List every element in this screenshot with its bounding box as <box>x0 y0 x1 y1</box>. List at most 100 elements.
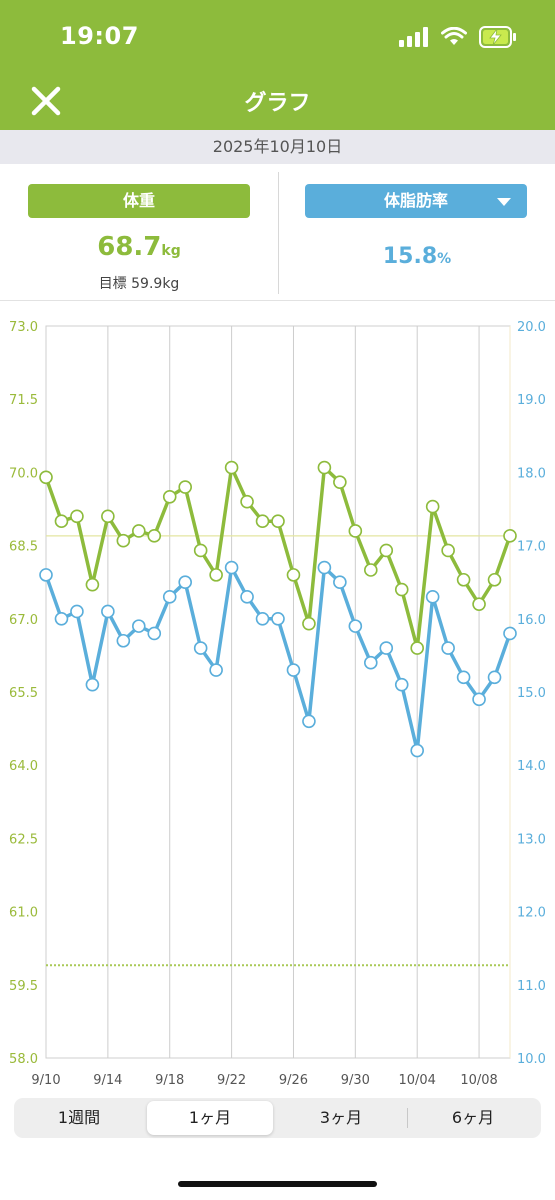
body-fat-point <box>193 641 208 655</box>
weight-point <box>255 514 270 528</box>
weight-point <box>425 499 440 514</box>
weight-point <box>286 568 301 582</box>
status-icons <box>399 24 517 50</box>
weight-point <box>162 490 177 504</box>
left-axis-tick-label: 62.5 <box>9 832 38 847</box>
period-6-months[interactable]: 6ヶ月 <box>451 1108 495 1127</box>
body-fat-point <box>286 663 301 677</box>
weight-point <box>132 524 146 538</box>
body-fat-panel: 体脂肪率 15.8% <box>279 164 555 300</box>
weight-point <box>302 616 316 631</box>
weight-point <box>333 475 347 489</box>
body-fat-label: 体脂肪率 <box>383 191 448 210</box>
right-axis-tick-label: 19.0 <box>517 393 546 408</box>
body-fat-point <box>425 590 440 604</box>
body-fat-point <box>410 743 425 758</box>
weight-point <box>379 543 394 558</box>
weight-point <box>178 480 192 494</box>
body-fat-point <box>348 619 363 633</box>
left-axis-tick-label: 73.0 <box>9 320 38 335</box>
app-header: グラフ <box>0 75 555 130</box>
battery-charging-icon <box>479 26 516 48</box>
x-axis-tick-label: 9/14 <box>93 1073 122 1088</box>
right-axis-tick-label: 12.0 <box>517 906 546 921</box>
body-fat-value: 15.8% <box>279 244 555 269</box>
home-indicator[interactable] <box>178 1181 377 1187</box>
weight-point <box>85 577 100 592</box>
body-fat-point <box>456 670 471 685</box>
weight-button[interactable]: 体重 <box>28 184 250 218</box>
cellular-signal-icon <box>399 27 428 47</box>
weight-value: 68.7kg <box>0 232 278 262</box>
body-fat-point <box>39 568 53 582</box>
goal-label: 目標 <box>98 276 127 292</box>
left-axis-tick-label: 68.5 <box>9 540 38 555</box>
weight-point <box>503 529 517 543</box>
weight-point <box>116 533 131 548</box>
body-fat-point <box>54 611 69 626</box>
page-title: グラフ <box>244 91 311 116</box>
left-axis-tick-label: 59.5 <box>9 979 38 994</box>
weight-point <box>394 582 409 597</box>
weight-point <box>410 641 425 655</box>
body-fat-point <box>240 590 254 604</box>
body-fat-point <box>363 655 378 670</box>
body-fat-point <box>147 626 162 641</box>
right-axis-tick-label: 18.0 <box>517 466 546 481</box>
x-axis-tick-label: 9/18 <box>155 1073 184 1088</box>
period-separator <box>407 1108 408 1128</box>
section-divider <box>0 300 555 301</box>
body-fat-point <box>255 611 270 626</box>
left-axis-tick-label: 65.5 <box>9 686 38 701</box>
body-fat-point <box>394 677 409 692</box>
body-fat-dropdown[interactable]: 体脂肪率 <box>305 184 527 218</box>
weight-point <box>101 509 115 524</box>
close-icon <box>31 86 61 116</box>
close-button[interactable] <box>26 79 70 123</box>
body-fat-point <box>441 641 455 655</box>
weight-point <box>70 509 84 524</box>
weight-goal: 目標 59.9kg <box>0 273 278 293</box>
weight-point <box>317 460 332 475</box>
period-3-months[interactable]: 3ヶ月 <box>319 1108 363 1127</box>
body-fat-point <box>302 714 316 729</box>
weight-panel: 体重 68.7kg 目標 59.9kg <box>0 164 278 300</box>
left-axis-tick-label: 70.0 <box>9 466 38 481</box>
body-fat-point <box>487 670 502 685</box>
body-fat-number: 15.8 <box>382 244 438 269</box>
weight-point <box>240 494 254 509</box>
left-axis-tick-label: 71.5 <box>9 393 38 408</box>
x-axis-tick-label: 9/26 <box>279 1073 308 1088</box>
body-fat-point <box>379 641 394 655</box>
left-axis-tick-label: 64.0 <box>9 759 38 774</box>
weight-point <box>193 543 208 558</box>
weight-point <box>348 524 363 538</box>
period-1-week[interactable]: 1週間 <box>57 1108 101 1127</box>
body-fat-series-line <box>44 565 512 753</box>
period-1-month[interactable]: 1ヶ月 <box>147 1101 273 1135</box>
body-fat-point <box>209 663 223 677</box>
weight-number: 68.7 <box>97 232 162 262</box>
right-axis-tick-label: 15.0 <box>517 686 546 701</box>
x-axis-tick-label: 10/08 <box>460 1073 497 1088</box>
body-fat-point <box>85 677 100 692</box>
weight-point <box>209 568 223 582</box>
weight-point <box>224 460 239 475</box>
body-fat-point <box>116 633 131 648</box>
right-axis-tick-label: 17.0 <box>517 540 546 555</box>
body-fat-point <box>224 560 239 575</box>
weight-point <box>472 597 486 611</box>
date-display: 2025年10月10日 <box>0 130 555 164</box>
body-fat-point <box>178 575 192 590</box>
weight-point <box>441 543 455 558</box>
x-axis-tick-label: 9/10 <box>31 1073 60 1088</box>
x-axis-tick-label: 9/30 <box>341 1073 370 1088</box>
right-axis-tick-label: 16.0 <box>517 613 546 628</box>
left-axis-tick-label: 58.0 <box>9 1052 38 1067</box>
weight-point <box>363 563 378 577</box>
plot-frame <box>45 325 511 1059</box>
status-bar: 19:07 <box>0 0 555 75</box>
panel-divider <box>278 172 279 294</box>
weight-point <box>487 572 502 587</box>
left-axis-tick-label: 67.0 <box>9 613 38 628</box>
